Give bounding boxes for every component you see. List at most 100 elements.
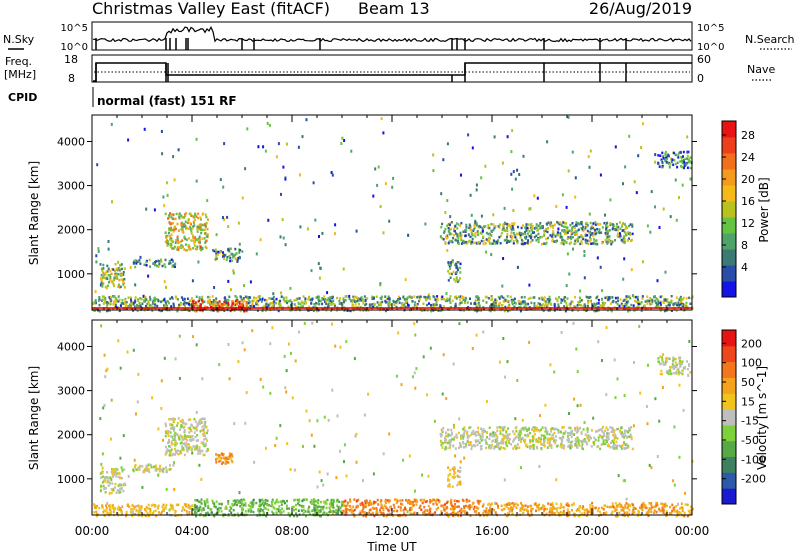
- power-echo-cell: [506, 235, 508, 239]
- power-echo-cell: [587, 155, 590, 159]
- velocity-echo-cell: [429, 498, 432, 502]
- velocity-echo-cell: [361, 509, 364, 512]
- power-echo-cell: [501, 284, 504, 288]
- velocity-echo-cell: [206, 431, 208, 435]
- velocity-echo-cell: [517, 436, 520, 439]
- power-echo-cell: [571, 236, 574, 239]
- velocity-echo-cell: [241, 341, 244, 345]
- power-echo-cell: [289, 286, 292, 290]
- power-echo-cell: [428, 295, 431, 299]
- power-echo-cell: [96, 163, 99, 167]
- power-echo-cell: [413, 295, 416, 298]
- velocity-echo-cell: [411, 500, 414, 504]
- velocity-echo-cell: [165, 487, 168, 491]
- velocity-echo-cell: [330, 500, 333, 504]
- velocity-echo-cell: [167, 441, 169, 445]
- velocity-echo-cell: [500, 426, 503, 430]
- nave-tick-bottom: 0: [697, 72, 704, 85]
- velocity-echo-cell: [185, 445, 188, 449]
- velocity-echo-cell: [475, 505, 477, 509]
- power-echo-cell: [132, 260, 135, 264]
- velocity-echo-cell: [596, 429, 599, 433]
- power-echo-cell: [587, 299, 589, 303]
- power-echo-cell: [596, 242, 599, 246]
- power-echo-cell: [330, 309, 333, 312]
- velocity-echo-cell: [582, 428, 585, 431]
- power-echo-cell: [106, 277, 109, 281]
- power-echo-cell: [299, 302, 302, 306]
- power-echo-cell: [681, 303, 684, 306]
- power-echo-cell: [176, 246, 179, 249]
- velocity-echo-cell: [507, 436, 510, 439]
- power-echo-cell: [528, 234, 531, 238]
- power-echo-cell: [567, 229, 570, 233]
- power-echo-cell: [145, 207, 148, 211]
- power-echo-cell: [148, 302, 150, 305]
- velocity-echo-cell: [122, 484, 125, 487]
- power-echo-cell: [565, 205, 568, 209]
- velocity-echo-cell: [679, 361, 682, 364]
- power-echo-cell: [324, 298, 327, 301]
- velocity-echo-cell: [198, 500, 201, 503]
- power-echo-cell: [147, 300, 150, 303]
- power-echo-cell: [115, 273, 118, 276]
- power-echo-cell: [578, 296, 581, 300]
- power-echo-cell: [513, 305, 516, 308]
- power-echo-cell: [468, 239, 471, 243]
- power-echo-cell: [460, 307, 463, 311]
- power-echo-cell: [562, 238, 565, 242]
- velocity-echo-cell: [554, 435, 557, 438]
- power-echo-cell: [557, 305, 560, 309]
- power-echo-cell: [574, 241, 577, 245]
- power-echo-cell: [318, 295, 321, 299]
- power-echo-cell: [614, 296, 617, 300]
- power-echo-cell: [195, 179, 198, 183]
- velocity-echo-cell: [173, 429, 176, 432]
- velocity-echo-cell: [167, 432, 169, 435]
- power-echo-cell: [135, 262, 138, 265]
- power-echo-cell: [374, 167, 377, 171]
- nsky-panel: N.Sky 10^5 10^0 N.Search 10^5 10^0: [3, 21, 795, 53]
- velocity-echo-cell: [548, 440, 551, 444]
- power-echo-cell: [156, 264, 159, 268]
- power-echo-cell: [173, 228, 176, 232]
- power-echo-cell: [664, 299, 667, 302]
- velocity-echo-cell: [137, 372, 140, 376]
- power-echo-cell: [548, 300, 551, 303]
- power-echo-cell: [541, 297, 544, 301]
- power-echo-cell: [208, 295, 211, 299]
- power-echo-cell: [169, 235, 172, 238]
- velocity-echo-cell: [665, 358, 668, 361]
- velocity-echo-cell: [189, 418, 192, 421]
- velocity-echo-cell: [371, 511, 374, 515]
- power-echo-cell: [222, 251, 224, 254]
- power-echo-cell: [103, 273, 106, 276]
- velocity-echo-cell: [424, 509, 427, 512]
- velocity-echo-cell: [458, 505, 460, 508]
- velocity-echo-cell: [601, 359, 603, 362]
- velocity-echo-cell: [447, 477, 450, 480]
- power-echo-cell: [123, 286, 126, 289]
- velocity-echo-cell: [489, 444, 492, 448]
- velocity-echo-cell: [494, 438, 497, 442]
- velocity-echo-cell: [279, 510, 282, 513]
- power-echo-cell: [172, 230, 175, 233]
- velocity-echo-cell: [416, 512, 419, 515]
- power-echo-cell: [446, 249, 449, 252]
- velocity-echo-cell: [414, 500, 417, 503]
- power-echo-cell: [105, 287, 108, 290]
- power-echo-cell: [498, 297, 501, 300]
- velocity-echo-cell: [410, 507, 413, 510]
- velocity-echo-cell: [580, 445, 583, 449]
- velocity-echo-cell: [103, 403, 106, 407]
- velocity-echo-cell: [503, 447, 506, 450]
- power-echo-cell: [582, 225, 584, 229]
- velocity-echo-cell: [364, 499, 367, 503]
- power-echo-cell: [665, 309, 668, 312]
- power-echo-cell: [401, 303, 404, 306]
- power-echo-cell: [437, 309, 440, 312]
- velocity-echo-cell: [271, 326, 274, 330]
- power-echo-cell: [180, 214, 183, 218]
- velocity-echo-cell: [198, 422, 201, 425]
- velocity-echo-cell: [172, 419, 175, 423]
